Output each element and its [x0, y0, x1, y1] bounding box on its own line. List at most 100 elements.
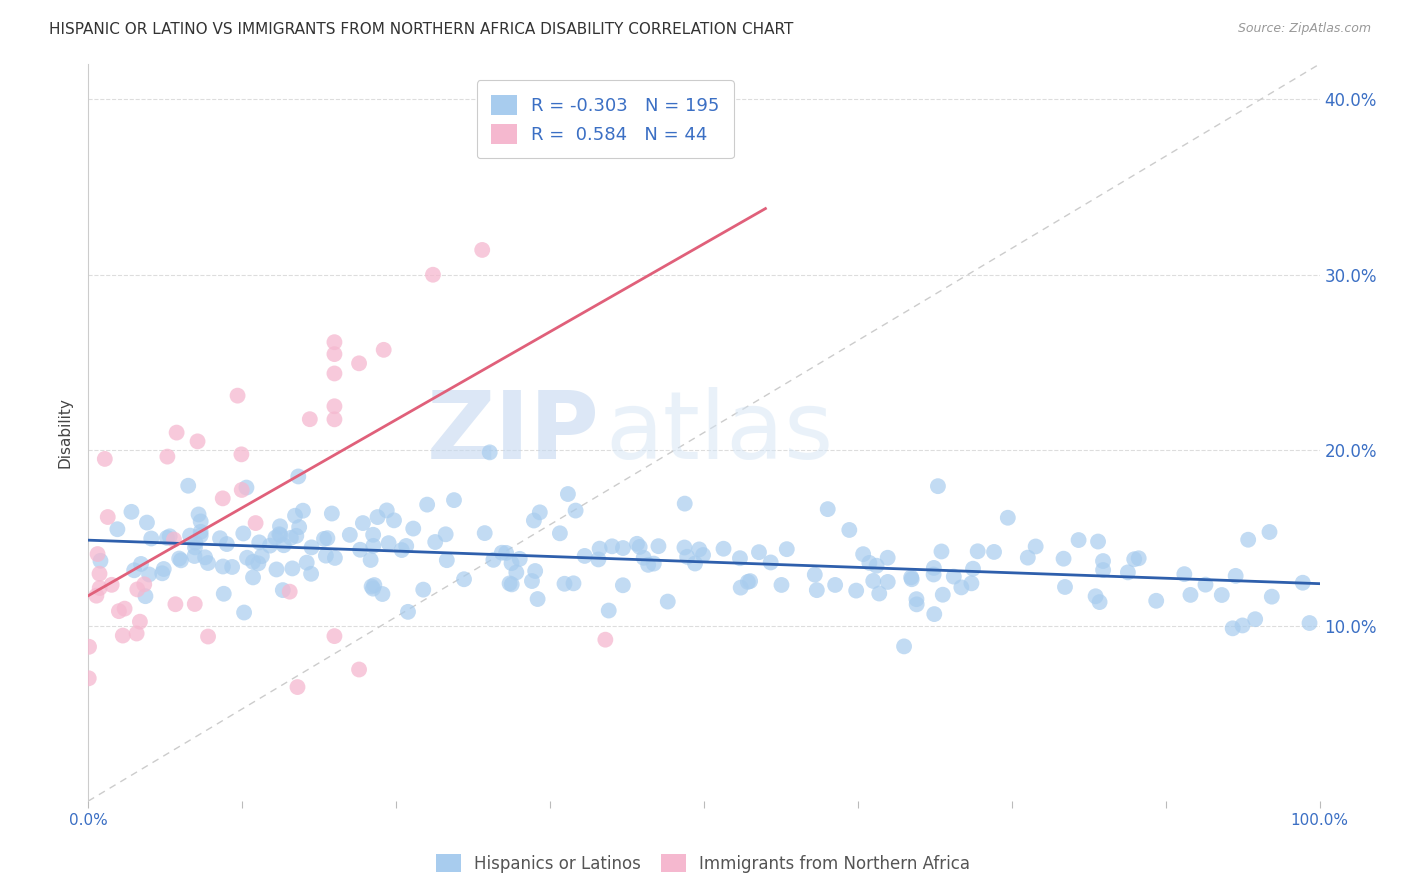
Point: [1292, 575, 1315, 590]
Point: [498, 576, 520, 591]
Point: [922, 567, 945, 582]
Point: [548, 526, 571, 541]
Point: [212, 587, 235, 601]
Point: [259, 539, 281, 553]
Point: [523, 514, 546, 528]
Point: [1087, 534, 1109, 549]
Point: [269, 527, 291, 541]
Point: [1144, 594, 1167, 608]
Point: [183, 549, 205, 563]
Point: [673, 541, 696, 555]
Point: [1173, 567, 1195, 582]
Point: [960, 576, 983, 591]
Point: [927, 479, 949, 493]
Point: [266, 562, 288, 576]
Point: [86, 547, 108, 561]
Point: [673, 497, 696, 511]
Point: [574, 549, 596, 563]
Point: [141, 532, 163, 546]
Point: [236, 550, 259, 565]
Point: [233, 606, 256, 620]
Point: [89, 566, 111, 581]
Point: [347, 356, 370, 370]
Point: [97, 510, 120, 524]
Point: [1088, 595, 1111, 609]
Point: [264, 531, 287, 545]
Point: [1123, 552, 1146, 566]
Point: [247, 535, 270, 549]
Point: [177, 479, 200, 493]
Point: [505, 566, 527, 580]
Point: [170, 553, 193, 567]
Point: [295, 556, 318, 570]
Point: [273, 538, 295, 552]
Point: [291, 504, 314, 518]
Point: [852, 547, 875, 561]
Point: [361, 582, 384, 596]
Point: [824, 578, 846, 592]
Point: [713, 541, 735, 556]
Legend: R = -0.303   N = 195, R =  0.584   N = 44: R = -0.303 N = 195, R = 0.584 N = 44: [477, 80, 734, 158]
Point: [770, 578, 793, 592]
Point: [159, 529, 181, 543]
Point: [299, 566, 322, 581]
Point: [212, 559, 235, 574]
Point: [838, 523, 860, 537]
Point: [250, 549, 273, 563]
Point: [501, 577, 523, 591]
Point: [1052, 551, 1074, 566]
Point: [436, 553, 458, 567]
Point: [1237, 533, 1260, 547]
Point: [163, 533, 186, 547]
Point: [134, 577, 156, 591]
Point: [323, 629, 346, 643]
Point: [776, 542, 799, 557]
Point: [1180, 588, 1202, 602]
Point: [905, 592, 928, 607]
Point: [868, 586, 890, 600]
Point: [89, 581, 111, 595]
Point: [1084, 589, 1107, 603]
Point: [360, 579, 382, 593]
Point: [187, 508, 209, 522]
Point: [893, 640, 915, 654]
Point: [316, 531, 339, 545]
Point: [1194, 577, 1216, 591]
Point: [86, 589, 108, 603]
Point: [562, 576, 585, 591]
Point: [298, 412, 321, 426]
Point: [748, 545, 770, 559]
Point: [612, 578, 634, 592]
Point: [412, 582, 434, 597]
Point: [1092, 563, 1115, 577]
Point: [1222, 621, 1244, 635]
Point: [108, 604, 131, 618]
Point: [962, 562, 984, 576]
Point: [184, 535, 207, 549]
Point: [509, 552, 531, 566]
Point: [595, 632, 617, 647]
Point: [184, 541, 207, 555]
Point: [323, 399, 346, 413]
Point: [922, 607, 945, 621]
Point: [321, 507, 343, 521]
Point: [526, 592, 548, 607]
Point: [122, 563, 145, 577]
Point: [187, 434, 209, 449]
Point: [114, 601, 136, 615]
Point: [900, 570, 922, 584]
Point: [676, 549, 699, 564]
Point: [221, 560, 243, 574]
Point: [858, 556, 880, 570]
Point: [1128, 551, 1150, 566]
Point: [657, 594, 679, 608]
Point: [612, 541, 634, 555]
Point: [134, 589, 156, 603]
Point: [588, 552, 610, 566]
Point: [105, 522, 128, 536]
Point: [529, 505, 551, 519]
Point: [633, 550, 655, 565]
Point: [363, 539, 385, 553]
Point: [900, 572, 922, 586]
Point: [1261, 590, 1284, 604]
